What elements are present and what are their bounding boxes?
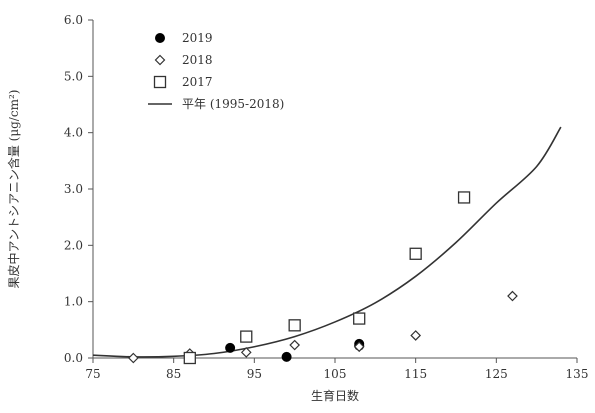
data-point-2017 xyxy=(459,192,470,203)
x-tick-label: 115 xyxy=(404,367,427,381)
legend: 2019 2018 2017 平年 (1995-2018) xyxy=(148,31,284,111)
x-tick-label: 75 xyxy=(85,367,100,381)
data-point-2018 xyxy=(508,292,517,301)
axes xyxy=(93,20,577,358)
data-point-2018 xyxy=(129,354,138,363)
legend-label: 2019 xyxy=(182,31,213,45)
legend-marker xyxy=(156,56,165,65)
legend-marker xyxy=(155,33,165,43)
data-point-2017 xyxy=(184,353,195,364)
legend-label: 2018 xyxy=(182,53,213,67)
data-point-2019 xyxy=(282,352,292,362)
data-point-2017 xyxy=(289,320,300,331)
y-tick-label: 0.0 xyxy=(64,351,83,365)
data-point-2019 xyxy=(225,343,235,353)
y-tick-label: 2.0 xyxy=(64,238,83,252)
x-tick-label: 105 xyxy=(324,367,347,381)
y-tick-label: 1.0 xyxy=(64,295,83,309)
legend-label: 2017 xyxy=(182,75,213,89)
data-point-2017 xyxy=(410,248,421,259)
data-point-2018 xyxy=(290,341,299,350)
y-tick-label: 4.0 xyxy=(64,126,83,140)
y-tick-label: 3.0 xyxy=(64,182,83,196)
data-point-2018 xyxy=(411,331,420,340)
series-line-normal-year xyxy=(93,127,561,357)
x-tick-label: 135 xyxy=(566,367,589,381)
legend-marker xyxy=(155,77,166,88)
data-point-2017 xyxy=(354,313,365,324)
x-axis-title: 生育日数 xyxy=(311,388,359,403)
data-point-2017 xyxy=(241,331,252,342)
y-axis-title: 果皮中アントシアニン含量 (μg/cm²) xyxy=(6,90,21,289)
y-tick-label: 6.0 xyxy=(64,13,83,27)
x-tick-label: 85 xyxy=(166,367,181,381)
x-tick-label: 95 xyxy=(247,367,262,381)
y-tick-label: 5.0 xyxy=(64,69,83,83)
legend-label: 平年 (1995-2018) xyxy=(182,97,284,111)
data-points xyxy=(129,192,517,364)
x-tick-label: 125 xyxy=(485,367,508,381)
